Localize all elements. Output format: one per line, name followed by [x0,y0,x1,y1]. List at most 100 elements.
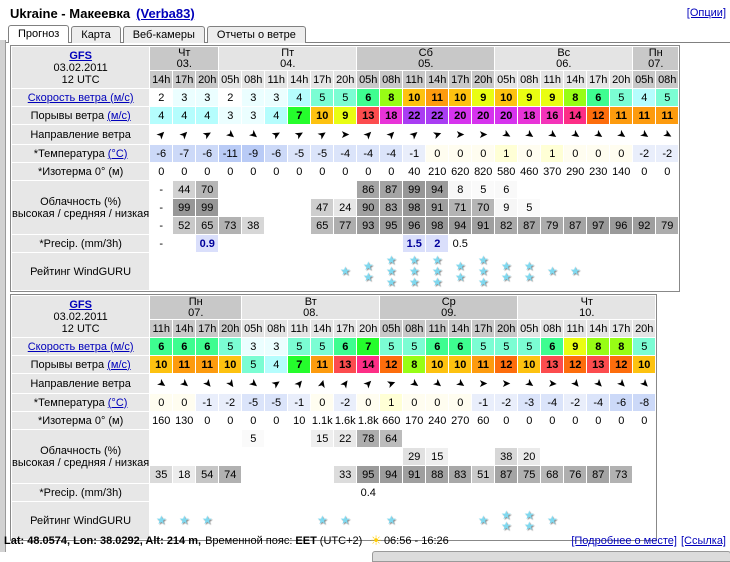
wind-gust-cell: 18 [380,107,403,124]
model-link[interactable]: GFS [69,298,92,311]
rating-star-icon: ★ [477,275,489,289]
windguru-rating-cell: ★ ★ ★ [472,253,494,290]
cloud-low-cell: 87 [495,466,518,483]
isotherm-cell: 0 [572,414,579,427]
wind-direction-arrow-icon: ➤ [245,126,261,143]
cloud-mid-cell: - [159,201,164,214]
model-cell: GFS 03.02.2011 12 UTC [12,47,150,88]
wind-direction-arrow-icon: ➤ [222,376,238,391]
cloud-low-cell: - [159,219,164,232]
temperature-unit-link[interactable]: (°C) [107,396,128,409]
cloud-mid-cell [610,448,632,465]
wind-speed-cell: 6 [150,338,173,355]
options-link[interactable]: [Опции] [686,7,726,19]
wind-gust-cell: 11 [311,356,334,373]
hour-header: 08h [541,320,564,337]
tab-wind-reports[interactable]: Отчеты о ветре [206,26,306,43]
cloud-high-cell [265,430,287,447]
cloud-mid-cell [656,199,678,216]
temperature-cell: 0 [357,394,380,411]
row-label-wind-speed: Скорость ветра (м/с) [12,89,150,106]
wind-gusts-link[interactable]: (м/с) [107,109,131,122]
hour-header: 20h [495,320,518,337]
cloud-high-cell [518,430,540,447]
tab-forecast[interactable]: Прогноз [8,25,70,43]
isotherm-cell: 230 [589,165,608,178]
wind-speed-cell: 3 [173,89,196,106]
wind-gust-cell: 10 [518,356,541,373]
url-link[interactable]: [Ссылка] [680,535,726,547]
isotherm-cell: 0 [641,414,648,427]
hour-header: 17h [610,320,633,337]
cloud-low-cell: 87 [587,466,610,483]
wind-direction-arrow-icon: ➤ [567,376,583,391]
rating-star-icon: ★ [523,258,535,273]
wind-direction-arrow-icon: ➤ [568,126,583,143]
wind-speed-cell: 5 [518,338,541,355]
wind-speed-link[interactable]: Скорость ветра (м/с) [27,340,134,353]
wind-speed-cell: 5 [311,89,334,106]
cloud-high-cell: 86 [357,181,380,198]
hour-header: 08h [656,71,679,88]
wind-speed-cell: 6 [334,338,357,355]
temperature-cell: -7 [173,145,196,162]
cloud-mid-cell: 9 [495,199,518,216]
rating-star-icon: ★ [454,258,466,273]
wind-speed-cell: 5 [334,89,357,106]
wind-direction-arrow-icon: ➤ [590,375,606,392]
cloud-low-cell [288,217,310,234]
wind-speed-link[interactable]: Скорость ветра (м/с) [27,91,134,104]
cloud-high-cell: - [159,183,164,196]
wind-direction-arrow-icon: ➤ [430,127,444,142]
windguru-rating-cell [610,253,632,290]
wind-gust-cell: 22 [403,107,426,124]
cloud-high-cell [541,181,563,198]
row-label-wind-direction: Направление ветра [12,374,150,393]
temperature-cell: -4 [357,145,380,162]
precipitation-cell [173,484,195,501]
hour-header: 11h [426,320,449,337]
day-header: Вт 08. [242,296,380,319]
wind-speed-cell: 6 [449,338,472,355]
wind-speed-cell: 3 [196,89,219,106]
cloud-high-cell [426,430,448,447]
cloud-mid-cell [587,448,609,465]
temperature-cell: 0 [472,145,495,162]
wind-direction-arrow-icon: ➤ [383,126,399,143]
precipitation-cell [242,235,264,252]
tab-webcams[interactable]: Веб-камеры [122,26,205,43]
row-label-temperature: *Температура (°C) [12,394,150,411]
wind-gust-cell: 13 [357,107,380,124]
rating-star-icon: ★ [454,269,466,284]
isotherm-cell: 0 [273,165,280,178]
precipitation-cell [633,235,655,252]
wind-gusts-link[interactable]: (м/с) [107,358,131,371]
wind-speed-cell: 6 [196,338,219,355]
rating-star-icon: ★ [385,275,397,289]
temperature-unit-link[interactable]: (°C) [107,147,128,160]
place-details-link[interactable]: [Подробнее о месте] [571,535,677,547]
wind-speed-cell: 5 [656,89,679,106]
temperature-cell: -3 [518,394,541,411]
windguru-rating-cell [265,253,287,290]
precipitation-cell [219,235,241,252]
cloud-low-cell: 76 [564,466,587,483]
isotherm-cell: 40 [408,165,421,178]
cloud-high-cell: 22 [334,430,357,447]
cloud-low-cell: 91 [403,466,426,483]
wind-speed-cell: 2 [150,89,173,106]
timezone-label: Временной пояс: [205,535,293,547]
windguru-rating-cell: ★ ★ [518,253,540,290]
bottom-scrollbar[interactable] [372,551,730,562]
wind-gust-cell: 9 [334,107,357,124]
model-link[interactable]: GFS [69,49,92,62]
tab-map[interactable]: Карта [71,26,121,43]
wind-direction-arrow-icon: ➤ [245,375,261,392]
precipitation-cell [449,484,471,501]
cloud-high-cell [449,430,471,447]
cloud-mid-cell [380,448,402,465]
wind-gust-cell: 4 [265,356,288,373]
cloud-low-cell: 91 [472,217,495,234]
user-link[interactable]: (Verba83) [136,5,195,21]
timezone-offset: (UTC+2) [319,535,363,547]
